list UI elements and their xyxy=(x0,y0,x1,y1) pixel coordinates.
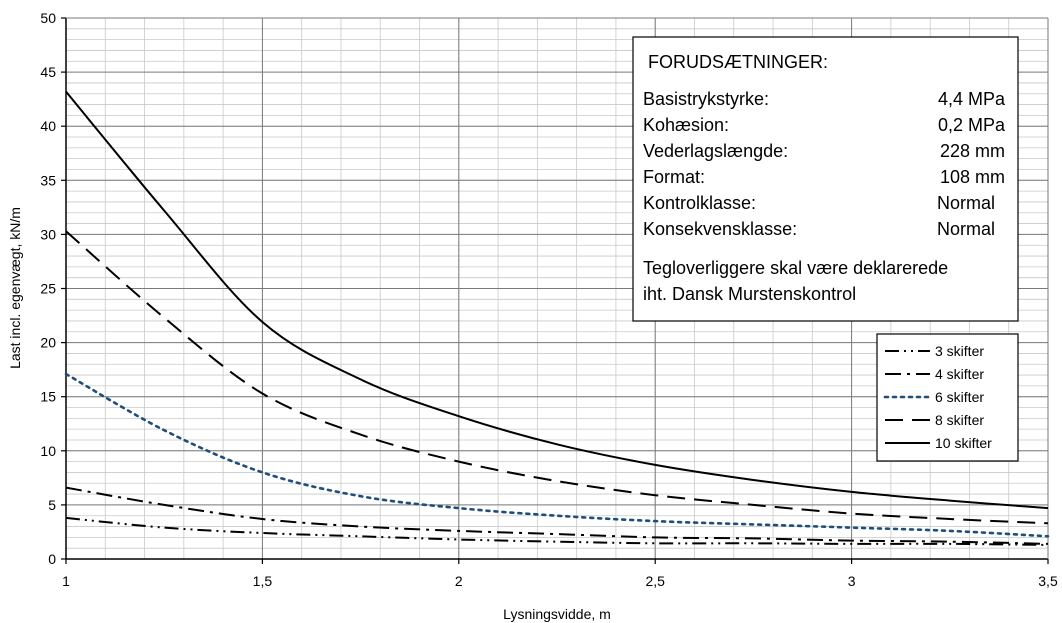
assumptions-frame xyxy=(632,36,1019,322)
assumption-value: 4,4 MPa xyxy=(938,89,1006,109)
assumption-label: Basistrykstyrke: xyxy=(643,89,769,109)
legend-label: 6 skifter xyxy=(935,389,984,405)
legend: 3 skifter 4 skifter 6 skifter 8 skifter 10 s… xyxy=(876,333,1019,462)
y-tick-label: 30 xyxy=(40,226,56,242)
legend-label: 3 skifter xyxy=(935,343,984,359)
y-tick-label: 25 xyxy=(40,281,56,297)
y-tick-label: 20 xyxy=(40,335,56,351)
assumption-label: Konsekvensklasse: xyxy=(643,219,797,239)
x-tick-label: 3,5 xyxy=(1038,573,1058,589)
assumptions-box: FORUDSÆTNINGER: Basistrykstyrke: 4,4 MPa… xyxy=(632,36,1019,322)
x-tick-label: 1 xyxy=(62,573,70,589)
series-line-1 xyxy=(65,516,1049,546)
series-lines xyxy=(64,90,1050,546)
assumption-value: Normal xyxy=(937,219,995,239)
assumption-note-line: Tegloverliggere skal være deklarerede xyxy=(643,258,948,278)
assumption-label: Kontrolklasse: xyxy=(643,193,756,213)
y-axis-title: Last incl. egenvægt, kN/m xyxy=(7,207,23,369)
y-tick-label: 40 xyxy=(40,118,56,134)
x-tick-label: 2,5 xyxy=(645,573,665,589)
x-tick-label: 3 xyxy=(848,573,856,589)
y-tick-label: 35 xyxy=(40,172,56,188)
assumption-label: Kohæsion: xyxy=(643,115,729,135)
assumption-value: 228 mm xyxy=(940,141,1005,161)
legend-label: 4 skifter xyxy=(935,366,984,382)
y-tick-label: 10 xyxy=(40,443,56,459)
assumption-value: 0,2 MPa xyxy=(938,115,1006,135)
y-tick-labels: 0 5 10 15 20 25 30 35 40 45 50 xyxy=(40,10,66,567)
y-tick-label: 15 xyxy=(40,389,56,405)
assumption-note-line: iht. Dansk Murstenskontrol xyxy=(643,284,856,304)
x-axis-title: Lysningsvidde, m xyxy=(503,606,611,622)
assumption-value: Normal xyxy=(937,193,995,213)
x-tick-label: 2 xyxy=(455,573,463,589)
y-tick-label: 0 xyxy=(48,551,56,567)
x-tick-labels: 1 1,5 2 2,5 3 3,5 xyxy=(62,559,1058,589)
series-line-3 xyxy=(64,372,1050,538)
legend-label: 10 skifter xyxy=(935,435,992,451)
legend-label: 8 skifter xyxy=(935,412,984,428)
x-tick-label: 1,5 xyxy=(253,573,273,589)
y-tick-label: 5 xyxy=(48,497,56,513)
series-line-4 xyxy=(65,230,1049,525)
series-line-5 xyxy=(65,90,1049,510)
y-tick-label: 50 xyxy=(40,10,56,26)
assumption-label: Vederlagslængde: xyxy=(643,141,788,161)
y-tick-label: 45 xyxy=(40,64,56,80)
assumption-value: 108 mm xyxy=(940,167,1005,187)
series-line-2 xyxy=(65,486,1049,545)
assumption-label: Format: xyxy=(643,167,705,187)
assumptions-heading: FORUDSÆTNINGER: xyxy=(648,52,828,72)
